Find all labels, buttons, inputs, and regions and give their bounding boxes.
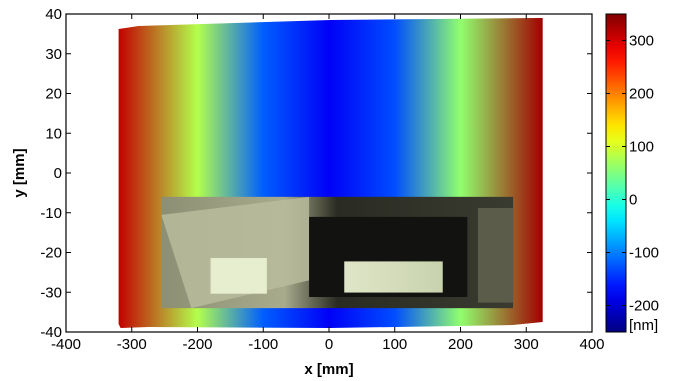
y-axis-label: y [mm] <box>11 148 28 197</box>
y-tick-label: -30 <box>40 284 62 301</box>
x-axis-label: x [mm] <box>304 361 353 378</box>
colorbar-unit-label: [nm] <box>629 317 658 334</box>
colorbar-tick-label: -200 <box>629 298 659 315</box>
colorbar: 300 200 100 0 -100 -200 [nm] <box>605 13 659 334</box>
y-tick-label: -10 <box>40 205 62 222</box>
colorbar-tick-label: -100 <box>629 245 659 262</box>
colorbar-tick-label: 100 <box>629 139 654 156</box>
x-tick-label: -400 <box>51 336 81 353</box>
colorbar-tick-label: 200 <box>629 86 654 103</box>
y-tick-label: 20 <box>45 86 62 103</box>
x-tick-label: 200 <box>448 336 473 353</box>
colorbar-tick-label: 0 <box>629 192 637 209</box>
y-tick-label: -20 <box>40 245 62 262</box>
colorbar-tick-label: 300 <box>629 33 654 50</box>
y-tick-label: 40 <box>45 6 62 23</box>
x-tick-label: 0 <box>325 336 333 353</box>
x-tick-label: 400 <box>579 336 604 353</box>
inset-photo-mirror-holder <box>161 196 514 309</box>
x-tick-label: -200 <box>182 336 212 353</box>
x-axis: -400 -300 -200 -100 0 100 200 300 400 <box>51 14 605 353</box>
y-tick-label: 30 <box>45 46 62 63</box>
colorbar-ticks: 300 200 100 0 -100 -200 <box>606 33 659 315</box>
x-tick-label: 300 <box>514 336 539 353</box>
x-tick-label: -100 <box>248 336 278 353</box>
y-tick-label: -40 <box>40 324 62 341</box>
x-tick-label: 100 <box>382 336 407 353</box>
y-tick-label: 0 <box>54 165 62 182</box>
x-tick-label: -300 <box>117 336 147 353</box>
y-tick-label: 10 <box>45 125 62 142</box>
y-axis: -40 -30 -20 -10 0 10 20 30 40 <box>40 6 592 341</box>
colorbar-scale <box>605 13 627 333</box>
